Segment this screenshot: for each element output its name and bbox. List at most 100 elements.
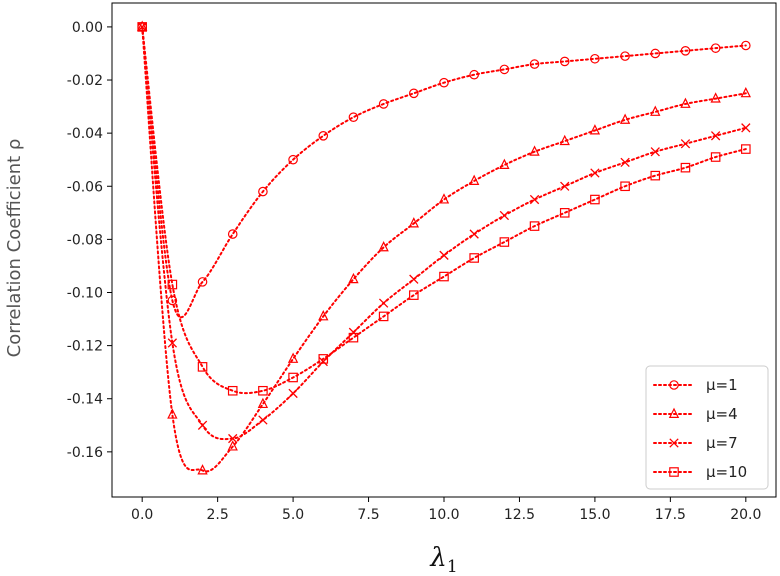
legend-item: μ=10 — [653, 463, 747, 481]
series-layer — [137, 20, 751, 475]
x-tick-label: 5.0 — [282, 507, 304, 523]
y-tick-label: 0.00 — [72, 20, 103, 36]
data-point-x — [439, 250, 449, 260]
data-point-x — [680, 139, 691, 149]
y-tick-label: -0.14 — [67, 392, 103, 408]
data-point-square — [499, 237, 510, 247]
legend-item: μ=7 — [653, 434, 738, 452]
series-square — [137, 22, 751, 396]
data-point-triangle — [167, 408, 178, 419]
data-point-circle — [318, 130, 329, 141]
x-tick-label: 12.5 — [504, 507, 535, 523]
data-point-square — [469, 253, 479, 263]
data-point-triangle — [408, 217, 419, 228]
legend-item: μ=4 — [653, 405, 738, 423]
data-point-circle — [409, 88, 419, 99]
y-axis-ticks: 0.00 -0.02 -0.04 -0.06 -0.08 -0.10 -0.12 -0.14 -… — [67, 20, 112, 461]
series-line — [141, 25, 747, 319]
data-point-x — [167, 338, 178, 348]
data-point-x — [560, 181, 570, 191]
data-point-triangle — [529, 145, 540, 156]
data-point-x — [469, 229, 479, 239]
data-point-circle — [559, 56, 570, 67]
data-point-square — [529, 221, 540, 231]
data-point-square — [288, 372, 298, 383]
data-point-x — [258, 415, 268, 425]
series-line — [141, 25, 747, 473]
data-point-circle — [288, 154, 298, 165]
y-axis-label: Correlation Coefficient ρ — [4, 139, 25, 358]
data-point-circle — [529, 59, 540, 69]
data-point-square — [258, 385, 268, 396]
data-point-x — [710, 131, 721, 141]
data-point-triangle — [469, 174, 480, 185]
data-point-x — [288, 388, 298, 399]
legend-marker-square — [669, 467, 679, 477]
data-point-circle — [620, 51, 630, 61]
x-tick-label: 10.0 — [428, 507, 459, 523]
series-line — [141, 25, 747, 441]
data-point-triangle — [438, 193, 450, 204]
series-x — [137, 22, 751, 444]
data-point-circle — [590, 53, 600, 64]
legend-box — [645, 365, 769, 490]
data-point-triangle — [287, 352, 299, 363]
data-point-circle — [197, 277, 208, 287]
y-tick-label: -0.04 — [67, 126, 103, 142]
y-tick-label: -0.06 — [67, 179, 103, 195]
data-point-circle — [680, 46, 691, 56]
data-point-x — [741, 123, 751, 133]
data-point-x — [409, 274, 419, 284]
y-tick-label: -0.16 — [67, 445, 103, 461]
y-tick-label: -0.12 — [67, 339, 103, 355]
data-point-circle — [167, 295, 178, 306]
x-tick-label: 20.0 — [730, 507, 761, 523]
data-point-triangle — [559, 134, 570, 146]
data-point-triangle — [589, 124, 601, 135]
data-point-circle — [469, 69, 479, 80]
legend-marker-x — [669, 438, 679, 448]
x-tick-label: 0.0 — [131, 507, 153, 523]
x-tick-label: 15.0 — [579, 507, 610, 523]
data-point-square — [227, 385, 238, 396]
data-point-x — [318, 356, 328, 367]
data-point-triangle — [257, 397, 269, 409]
data-point-square — [318, 354, 329, 364]
data-point-triangle — [137, 20, 148, 31]
y-tick-label: -0.08 — [67, 232, 103, 248]
data-point-square — [559, 208, 570, 218]
data-point-square — [167, 279, 178, 290]
data-point-square — [650, 170, 661, 181]
data-point-triangle — [710, 92, 721, 103]
data-point-square — [197, 362, 208, 372]
data-point-x — [228, 433, 238, 444]
data-point-triangle — [318, 310, 329, 321]
legend-item: μ=1 — [653, 376, 738, 394]
legend-label: μ=1 — [706, 376, 738, 394]
data-point-triangle — [740, 86, 751, 98]
legend: μ=1 μ=4 μ=7 μ=10 — [645, 365, 769, 490]
data-point-square — [680, 162, 691, 173]
data-point-x — [620, 157, 630, 168]
data-point-circle — [258, 186, 268, 197]
data-point-triangle — [197, 464, 208, 475]
data-point-circle — [227, 229, 238, 239]
x-tick-label: 17.5 — [655, 507, 686, 523]
data-point-square — [409, 290, 419, 300]
series-circle — [137, 22, 751, 319]
legend-label: μ=4 — [706, 405, 738, 423]
data-point-square — [137, 22, 147, 32]
x-axis-label-subscript: 1 — [447, 557, 458, 576]
legend-marker-circle — [669, 380, 679, 390]
data-point-x — [499, 210, 510, 221]
x-axis-ticks: 0.0 2.5 5.0 7.5 10.0 12.5 15.0 17.5 20.0 — [131, 497, 761, 523]
x-axis-label: λ1 — [429, 543, 457, 576]
y-tick-label: -0.02 — [67, 73, 103, 89]
data-point-triangle — [680, 97, 691, 108]
data-point-square — [378, 311, 389, 322]
x-tick-label: 7.5 — [357, 507, 379, 523]
data-point-x — [529, 194, 540, 205]
data-point-triangle — [619, 113, 631, 124]
y-tick-label: -0.10 — [67, 285, 103, 301]
